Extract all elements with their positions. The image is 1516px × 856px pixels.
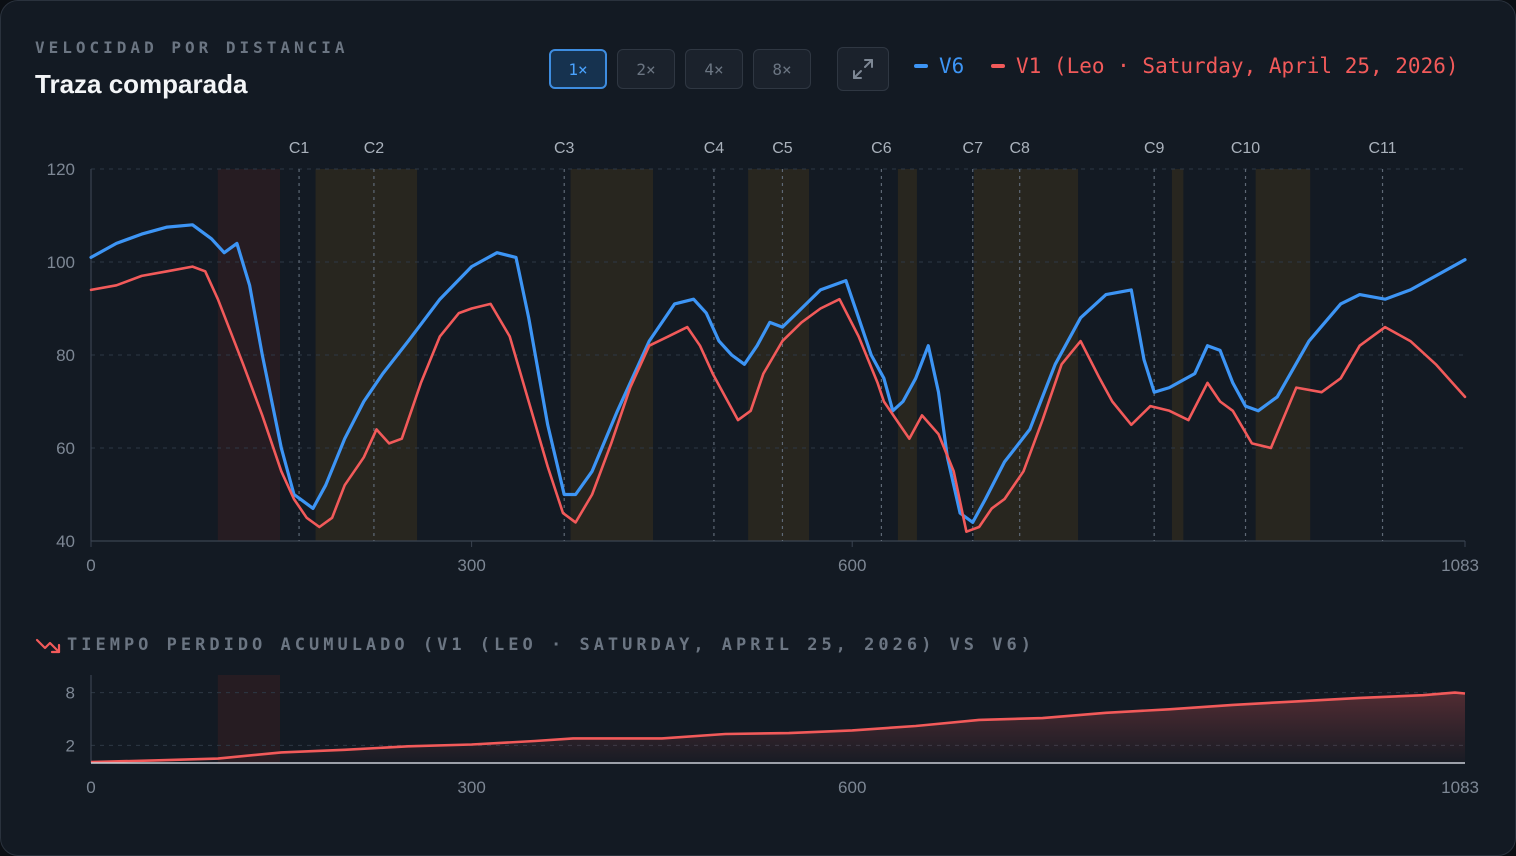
- legend-item-v6: V6: [914, 54, 964, 78]
- zoom-8x-button[interactable]: 8×: [753, 49, 811, 89]
- corner-marker-label: C1: [289, 140, 310, 157]
- legend-swatch-v1: [991, 64, 1005, 68]
- expand-button[interactable]: [837, 47, 889, 91]
- time-lost-chart: 2 8 0 300 600 1083: [66, 675, 1479, 797]
- corner-marker-label: C3: [554, 140, 575, 157]
- legend-swatch-v6: [914, 64, 928, 68]
- y-tick-label: 80: [56, 346, 75, 365]
- trending-down-icon: [35, 638, 61, 654]
- delta-chart-title: TIEMPO PERDIDO ACUMULADO (V1 (LEO · SATU…: [67, 635, 1035, 655]
- zoom-1x-button[interactable]: 1×: [549, 49, 607, 89]
- x-tick-label: 300: [457, 778, 485, 797]
- corner-zone-band: [974, 169, 1079, 541]
- brake-zone-band: [217, 675, 281, 763]
- y-tick-label: 40: [56, 532, 75, 551]
- corner-zone-band: [897, 169, 917, 541]
- corner-marker-label: C2: [364, 140, 385, 157]
- y-tick-label: 100: [47, 253, 75, 272]
- time-lost-area: [91, 692, 1465, 763]
- legend-item-v1: V1 (Leo · Saturday, April 25, 2026): [991, 54, 1459, 78]
- section-eyebrow: VELOCIDAD POR DISTANCIA: [35, 38, 349, 57]
- time-lost-line: [90, 691, 1466, 764]
- corner-marker-label: C5: [772, 140, 793, 157]
- corner-marker-label: C10: [1231, 140, 1260, 157]
- zoom-2x-button[interactable]: 2×: [617, 49, 675, 89]
- x-tick-label: 600: [838, 778, 866, 797]
- series-line-v6: [89, 223, 1467, 524]
- speed-trace-chart: 40 60 80 100 120 C1 C2 C3 C4 C5 C6 C7 C8 C9 C10 C11 0 300…: [47, 140, 1479, 575]
- corner-zone-band: [315, 169, 418, 541]
- corner-marker-label: C11: [1368, 140, 1396, 157]
- x-tick-label: 600: [838, 556, 866, 575]
- delta-section-header: TIEMPO PERDIDO ACUMULADO (V1 (LEO · SATU…: [35, 635, 1035, 655]
- expand-icon: [853, 59, 873, 79]
- zoom-4x-button[interactable]: 4×: [685, 49, 743, 89]
- series-line-v1: [89, 265, 1467, 533]
- corner-marker-label: C9: [1144, 140, 1165, 157]
- y-tick-label: 8: [66, 684, 75, 703]
- x-tick-label: 1083: [1441, 778, 1479, 797]
- legend-label-v6: V6: [939, 54, 965, 78]
- corner-marker-label: C4: [704, 140, 725, 157]
- x-tick-label: 0: [86, 556, 95, 575]
- corner-zone-band: [570, 169, 654, 541]
- corner-marker-label: C7: [963, 140, 984, 157]
- x-tick-label: 0: [86, 778, 95, 797]
- x-tick-label: 300: [457, 556, 485, 575]
- legend-label-v1: V1 (Leo · Saturday, April 25, 2026): [1016, 54, 1459, 78]
- corner-marker-label: C6: [871, 140, 892, 157]
- corner-marker-label: C8: [1009, 140, 1030, 157]
- y-tick-label: 60: [56, 439, 75, 458]
- y-tick-label: 120: [47, 160, 75, 179]
- x-tick-label: 1083: [1441, 556, 1479, 575]
- y-tick-label: 2: [66, 736, 75, 755]
- corner-zone-band: [1171, 169, 1184, 541]
- page-title: Traza comparada: [35, 69, 248, 99]
